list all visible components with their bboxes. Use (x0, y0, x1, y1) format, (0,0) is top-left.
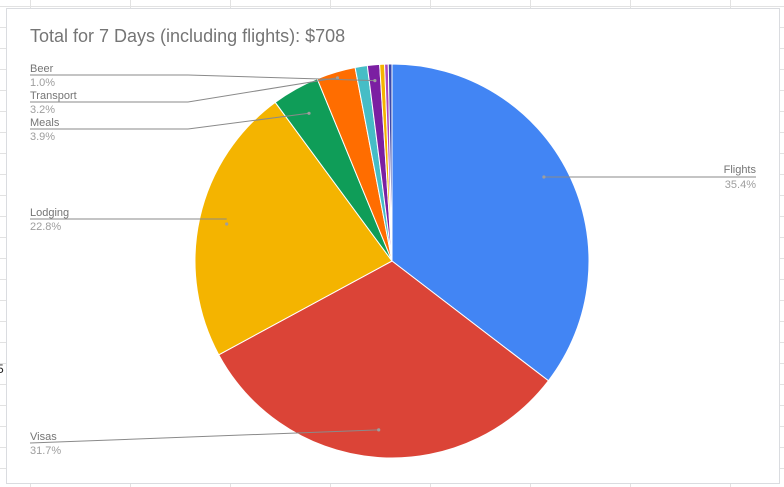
slice-pct-visas: 31.7% (30, 445, 61, 457)
slice-label-lodging: Lodging (30, 207, 69, 219)
slice-label-transport: Transport (30, 90, 77, 102)
slice-pct-lodging: 22.8% (30, 221, 61, 233)
slice-pct-beer: 1.0% (30, 77, 55, 89)
slice-pct-transport: 3.2% (30, 104, 55, 116)
leader-dot-meals (307, 111, 311, 115)
leader-dot-beer (373, 79, 377, 83)
leader-dot-transport (335, 76, 340, 80)
leader-dot-flights (542, 175, 546, 179)
chart-title: Total for 7 Days (including flights): $7… (30, 26, 346, 46)
leader-line-visas (29, 429, 379, 444)
leader-line-transport (30, 77, 338, 103)
slice-label-meals: Meals (30, 117, 60, 129)
slice-label-flights: Flights (724, 164, 757, 176)
pie-slice-lodging (194, 101, 393, 356)
pie-slice-other-9 (387, 63, 393, 262)
slice-label-beer: Beer (30, 63, 54, 75)
slice-pct-flights: 35.4% (725, 179, 756, 191)
leader-dot-lodging (225, 222, 229, 226)
leader-dot-visas (377, 428, 381, 432)
leader-line-meals (30, 112, 310, 130)
pie-slice-flights (391, 63, 590, 382)
cell-fragment-text: 5 (0, 362, 4, 376)
slice-pct-meals: 3.9% (30, 131, 55, 143)
slice-label-visas: Visas (30, 431, 57, 443)
leader-line-beer (30, 74, 375, 82)
